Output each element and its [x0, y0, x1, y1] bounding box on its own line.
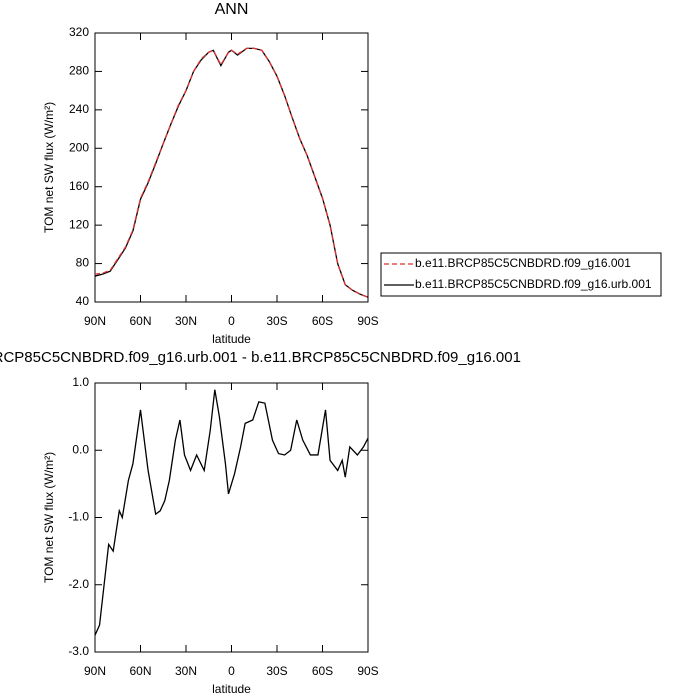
y-tick-label: 280	[69, 64, 89, 78]
y-tick-label: -1.0	[68, 510, 89, 524]
x-tick-label: 60N	[129, 314, 151, 328]
y-tick-label: 200	[69, 140, 89, 154]
y-tick-label: 80	[76, 256, 90, 270]
y-tick-label: -2.0	[68, 577, 89, 591]
plot-frame	[94, 32, 369, 303]
x-tick-label: 90S	[357, 664, 378, 678]
chart-title: b.e11.BRCP85C5CNBDRD.f09_g16.urb.001 - b…	[0, 349, 521, 366]
x-tick-label: 0	[228, 664, 235, 678]
x-tick-label: 30N	[175, 314, 197, 328]
y-tick-label: 1.0	[72, 375, 89, 389]
x-tick-label: 0	[228, 314, 235, 328]
data-line	[94, 47, 369, 298]
chart-title: ANN	[215, 1, 249, 18]
x-tick-label: 30S	[266, 664, 287, 678]
legend-label: b.e11.BRCP85C5CNBDRD.f09_g16.001	[415, 256, 631, 270]
x-tick-label: 60S	[312, 314, 333, 328]
x-tick-label: 90S	[357, 314, 378, 328]
x-tick-label: 90N	[84, 314, 106, 328]
y-tick-label: 40	[76, 294, 90, 308]
y-tick-label: 0.0	[72, 442, 89, 456]
x-tick-label: 60S	[312, 664, 333, 678]
legend-box	[380, 252, 662, 297]
data-line	[94, 47, 369, 298]
x-tick-label: 60N	[129, 664, 151, 678]
y-tick-label: 120	[69, 217, 89, 231]
y-tick-label: 160	[69, 179, 89, 193]
y-tick-label: 320	[69, 25, 89, 39]
legend-label: b.e11.BRCP85C5CNBDRD.f09_g16.urb.001	[415, 277, 652, 291]
y-tick-label: 240	[69, 102, 89, 116]
x-tick-label: 30S	[266, 314, 287, 328]
y-tick-label: -3.0	[68, 644, 89, 658]
data-line	[94, 389, 369, 636]
x-axis-label: latitude	[212, 332, 251, 346]
x-tick-label: 90N	[84, 664, 106, 678]
y-axis-label: TOM net SW flux (W/m²)	[42, 102, 56, 233]
y-axis-label: TOM net SW flux (W/m²)	[42, 452, 56, 583]
x-tick-label: 30N	[175, 664, 197, 678]
x-axis-label: latitude	[212, 682, 251, 696]
